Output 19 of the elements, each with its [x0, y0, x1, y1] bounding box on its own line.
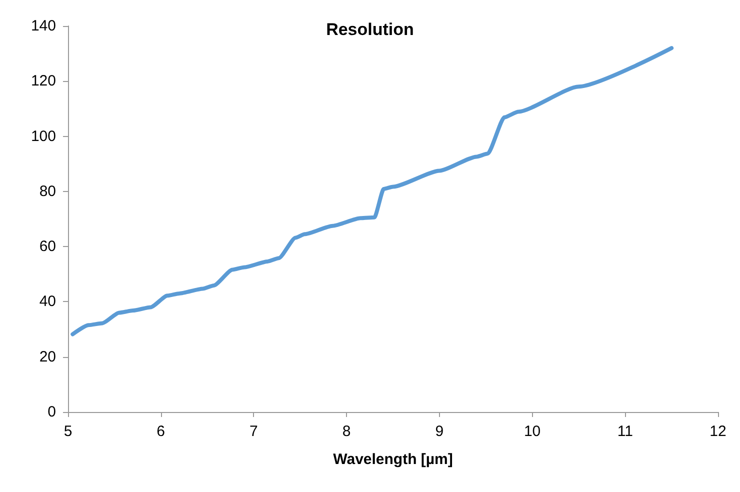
y-tick-label: 120 — [30, 72, 56, 90]
y-tick-label: 60 — [39, 238, 56, 256]
chart-title: Resolution — [326, 20, 414, 39]
x-tick-label: 7 — [250, 423, 258, 440]
x-tick-label: 11 — [617, 423, 633, 440]
x-axis-title: Wavelength [µm] — [333, 451, 453, 468]
y-tick-label: 100 — [30, 128, 56, 145]
x-tick-label: 10 — [524, 423, 541, 440]
line-series — [70, 46, 674, 336]
x-tick-label: 12 — [710, 423, 726, 440]
x-tick-label: 6 — [156, 423, 166, 440]
y-tick-label: 40 — [39, 293, 56, 310]
x-tick-label: 8 — [342, 423, 351, 440]
y-tick-label: 140 — [30, 18, 56, 34]
y-tick-label: 0 — [48, 404, 56, 420]
y-tick-label: 80 — [39, 182, 56, 200]
x-tick-label: 9 — [435, 423, 444, 440]
y-tick-label: 20 — [39, 348, 56, 366]
x-tick-label: 5 — [64, 423, 72, 440]
